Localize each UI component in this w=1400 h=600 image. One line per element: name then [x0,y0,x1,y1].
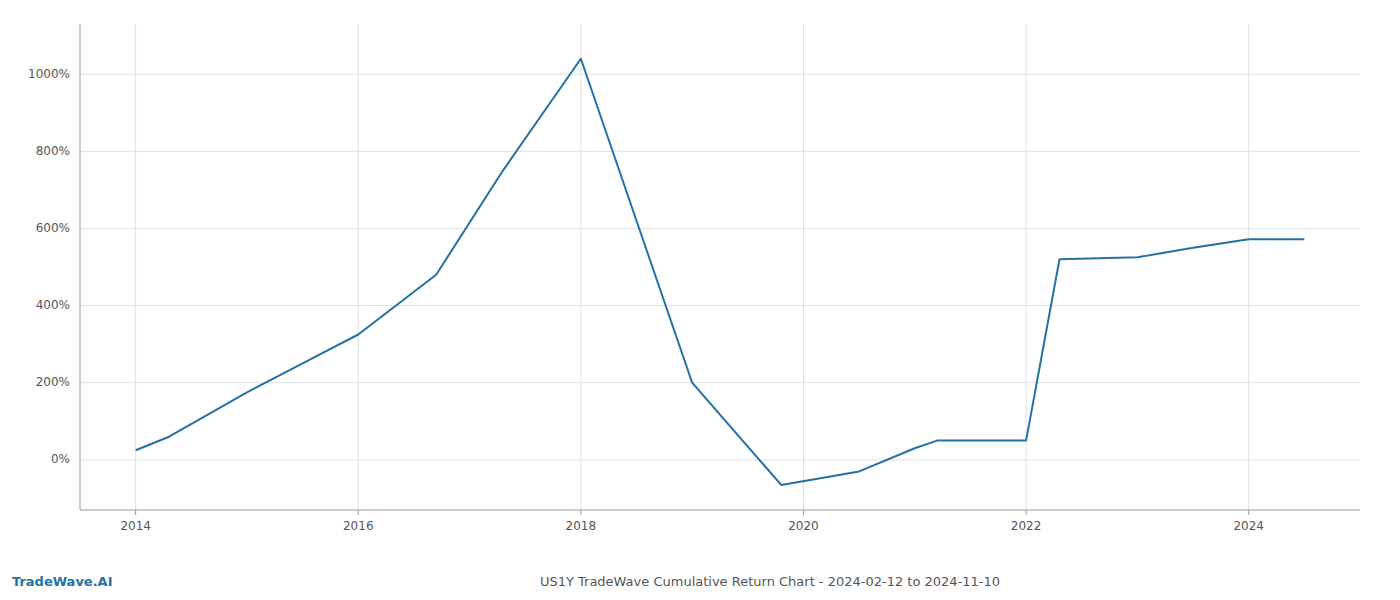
x-tick-mark [803,510,804,515]
y-tick-label: 0% [51,452,70,466]
x-tick-label: 2022 [1011,519,1042,533]
y-grid-line [80,228,1360,229]
x-tick-label: 2014 [120,519,151,533]
x-grid-line [803,24,804,510]
x-tick-mark [580,510,581,515]
axes: 0% 200% 400% 600% 800% 1000% 2014 2016 2018 2020 2… [28,24,1360,533]
data-line [136,59,1305,485]
y-grid-line [80,74,1360,75]
y-grid-line [80,382,1360,383]
grid [80,24,1360,510]
x-grid-line [580,24,581,510]
x-tick-mark [1248,510,1249,515]
x-grid-line [1248,24,1249,510]
y-axis-line [80,24,81,510]
x-tick-mark [1026,510,1027,515]
plot-area [136,59,1305,485]
y-tick-label: 200% [36,375,70,389]
x-tick-label: 2018 [566,519,597,533]
watermark: TradeWave.AI [12,574,113,589]
y-tick-label: 600% [36,221,70,235]
y-tick-label: 800% [36,144,70,158]
chart-container: 0% 200% 400% 600% 800% 1000% 2014 2016 2018 2020 2… [0,0,1400,600]
x-tick-label: 2016 [343,519,374,533]
y-tick-label: 1000% [28,67,70,81]
y-grid-line [80,305,1360,306]
x-tick-label: 2024 [1233,519,1264,533]
x-grid-line [358,24,359,510]
x-tick-mark [135,510,136,515]
x-grid-line [135,24,136,510]
y-grid-line [80,459,1360,460]
x-tick-label: 2020 [788,519,819,533]
x-axis-line [80,510,1360,511]
chart-title: US1Y TradeWave Cumulative Return Chart -… [540,574,1000,589]
chart-svg: 0% 200% 400% 600% 800% 1000% 2014 2016 2018 2020 2… [0,0,1400,600]
y-grid-line [80,151,1360,152]
x-tick-mark [358,510,359,515]
y-tick-label: 400% [36,298,70,312]
